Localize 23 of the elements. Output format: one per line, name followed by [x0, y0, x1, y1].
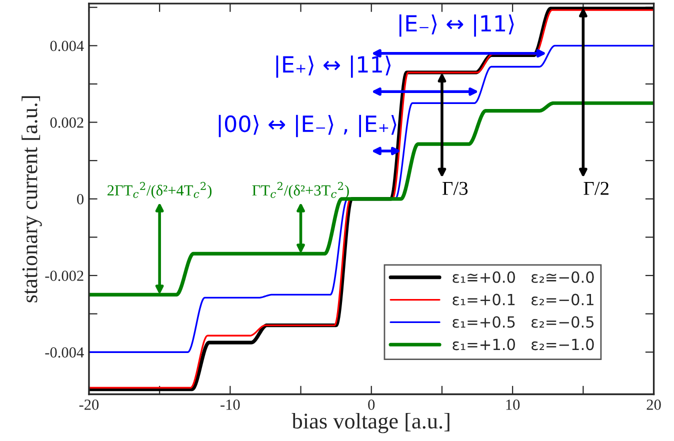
annotation: |E₊⟩ ↔ |11⟩ [276, 56, 391, 78]
y-tick-label: -0.002 [45, 270, 84, 282]
y-axis-title: stationary current [a.u.] [22, 96, 42, 302]
legend-label: ε₁=+0.1 ε₂=−0.1 [452, 294, 594, 306]
y-tick-label: 0.004 [50, 40, 84, 52]
annotation: |00⟩ ↔ |E₋⟩ , |E₊⟩ [218, 114, 396, 138]
x-axis-title: bias voltage [a.u.] [292, 412, 450, 434]
annotation: Γ/2 [584, 182, 608, 195]
legend-label: ε₁=+0.5 ε₂=−0.5 [452, 316, 594, 328]
y-tick-label: -0.004 [45, 347, 84, 358]
x-tick-label: -20 [79, 400, 99, 410]
y-tick-label: 0.002 [50, 117, 84, 128]
y-tick-label: 0 [77, 194, 84, 204]
annotation: Γ/3 [442, 182, 468, 195]
legend-label: ε₁=+1.0 ε₂=−1.0 [452, 338, 594, 350]
legend-label: ε₁≅+0.0 ε₂≅−0.0 [452, 271, 594, 283]
x-tick-label: -10 [220, 400, 240, 410]
annotation: 2ΓT$_{c}$$^{2}$/(δ²+4T$_{c}$$^{2}$) [108, 182, 212, 199]
annotation: ΓT$_{c}$$^{2}$/(δ²+3T$_{c}$$^{2}$) [252, 182, 349, 199]
annotation: |E₋⟩ ↔ |11⟩ [399, 14, 514, 37]
x-tick-label: 0 [368, 400, 375, 410]
x-tick-label: 10 [506, 400, 520, 410]
x-tick-label: 20 [646, 400, 661, 410]
